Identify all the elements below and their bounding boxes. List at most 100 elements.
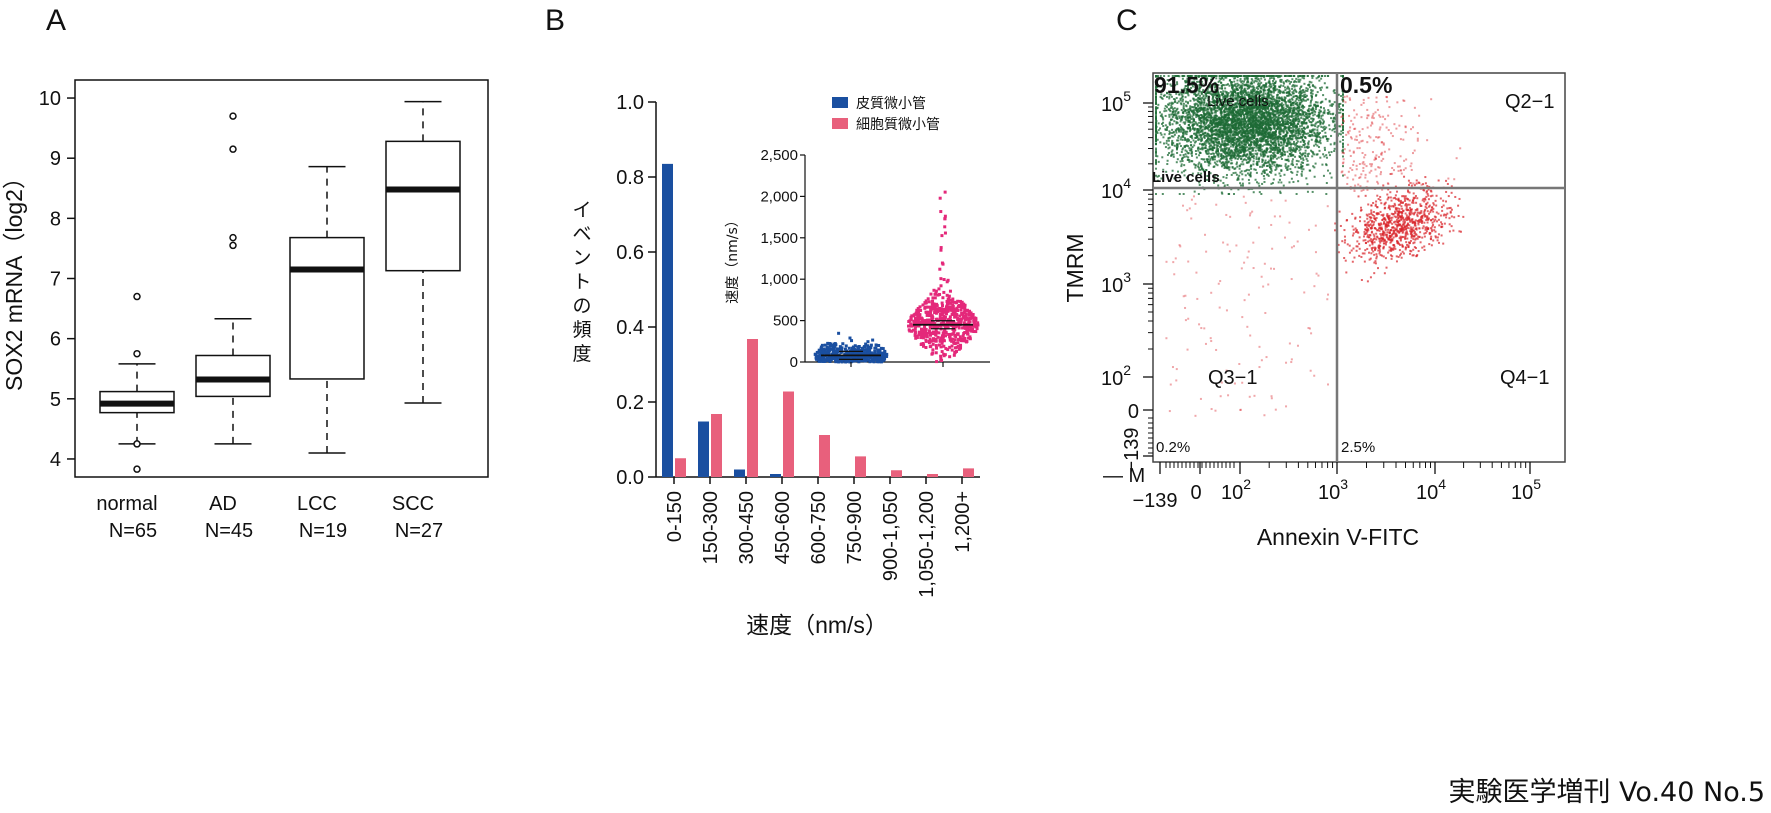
live-cell-event	[1209, 172, 1212, 175]
inset-point	[956, 332, 960, 336]
inset-point	[917, 316, 921, 320]
live-cell-event	[1248, 182, 1251, 185]
live-cell-event	[1253, 88, 1256, 91]
live-cell-event	[1199, 104, 1202, 107]
live-cell-event	[1322, 135, 1325, 138]
inset-point	[969, 311, 973, 315]
live-cell-event	[1225, 173, 1228, 176]
inset-point	[931, 332, 935, 336]
live-cell-event	[1240, 81, 1243, 84]
live-cell-event	[1279, 78, 1282, 81]
live-cell-event	[1297, 75, 1300, 78]
live-cell-event	[1295, 98, 1298, 101]
live-cell-event	[1194, 164, 1197, 167]
live-cell-event	[1202, 143, 1205, 146]
live-cell-event	[1191, 75, 1194, 77]
live-cell-event	[1220, 110, 1223, 113]
live-cell-event	[1318, 113, 1321, 116]
live-cell-event	[1296, 96, 1299, 99]
live-cell-event	[1289, 131, 1292, 134]
live-cell-event	[1157, 122, 1160, 125]
live-cell-event	[1202, 116, 1205, 119]
live-cell-event	[1319, 101, 1322, 104]
live-cell-event	[1245, 76, 1248, 79]
live-cell-event	[1210, 110, 1213, 113]
live-cell-event	[1238, 165, 1241, 168]
live-cell-event	[1275, 108, 1278, 111]
live-cell-event	[1213, 178, 1216, 181]
live-cell-event	[1241, 96, 1244, 99]
live-cell-event	[1246, 78, 1249, 81]
live-cell-event	[1313, 144, 1316, 147]
live-cell-event	[1228, 84, 1231, 87]
live-cell-event	[1219, 143, 1222, 146]
live-cell-event	[1288, 106, 1291, 109]
live-cell-event	[1313, 128, 1316, 131]
live-cell-event	[1219, 87, 1222, 90]
inset-point	[928, 333, 932, 337]
inset-point	[963, 318, 967, 322]
live-cell-event	[1269, 171, 1272, 174]
bar-cytoplasmic	[675, 458, 686, 477]
live-cell-event	[1284, 139, 1287, 142]
inset-point	[960, 300, 964, 304]
live-cell-event	[1243, 158, 1246, 161]
live-cell-event	[1207, 164, 1210, 167]
live-cell-event	[1208, 84, 1211, 87]
live-cell-event	[1246, 127, 1249, 130]
live-cell-event	[1302, 141, 1305, 144]
live-cell-event	[1203, 109, 1206, 112]
inset-point	[959, 319, 963, 323]
live-cell-event	[1198, 154, 1201, 157]
live-cell-event	[1160, 85, 1163, 88]
live-cell-event	[1155, 136, 1157, 139]
inset-point	[930, 302, 934, 306]
inset-point	[880, 358, 884, 362]
live-cell-event	[1290, 149, 1293, 152]
live-cell-event	[1244, 147, 1247, 150]
bar-cytoplasmic	[819, 435, 830, 477]
live-cell-event	[1204, 104, 1207, 107]
live-cell-event	[1235, 119, 1238, 122]
live-cell-event	[1214, 133, 1217, 136]
inset-point	[931, 307, 935, 311]
live-cell-event	[1238, 155, 1241, 158]
live-cell-event	[1261, 165, 1264, 168]
live-cell-event	[1213, 181, 1216, 184]
live-cell-event	[1246, 153, 1249, 156]
bar-cytoplasmic	[747, 339, 758, 477]
live-cell-event	[1252, 85, 1255, 88]
inset-point	[923, 326, 927, 330]
live-cell-event	[1230, 151, 1233, 154]
x-tick-label: 600-750	[808, 491, 830, 564]
live-cell-event	[1201, 148, 1204, 151]
live-cell-event	[1203, 160, 1206, 163]
live-cell-event	[1221, 163, 1224, 166]
live-cell-event	[1264, 108, 1267, 111]
live-cell-event	[1216, 115, 1219, 118]
live-cell-event	[1270, 76, 1273, 79]
live-cell-event	[1258, 79, 1261, 82]
live-cell-event	[1180, 165, 1183, 168]
live-cell-event	[1155, 108, 1157, 111]
inset-point	[954, 324, 958, 328]
inset-point	[939, 284, 943, 288]
live-cell-event	[1238, 174, 1241, 177]
live-cell-event	[1282, 82, 1285, 85]
inset-point	[818, 357, 822, 361]
live-cell-event	[1255, 87, 1258, 90]
live-cell-event	[1275, 163, 1278, 166]
live-cell-event	[1285, 75, 1288, 77]
live-cell-event	[1172, 98, 1175, 101]
live-cell-event	[1273, 164, 1276, 167]
inset-point	[918, 313, 922, 317]
live-cell-event	[1265, 85, 1268, 88]
live-cell-event	[1257, 106, 1260, 109]
live-cell-event	[1300, 167, 1303, 170]
x-tick-label: 900-1,050	[880, 491, 902, 581]
live-cell-event	[1287, 90, 1290, 93]
live-cell-event	[1235, 92, 1238, 95]
live-cell-event	[1272, 84, 1275, 87]
inset-point	[953, 315, 957, 319]
live-cell-event	[1197, 130, 1200, 133]
